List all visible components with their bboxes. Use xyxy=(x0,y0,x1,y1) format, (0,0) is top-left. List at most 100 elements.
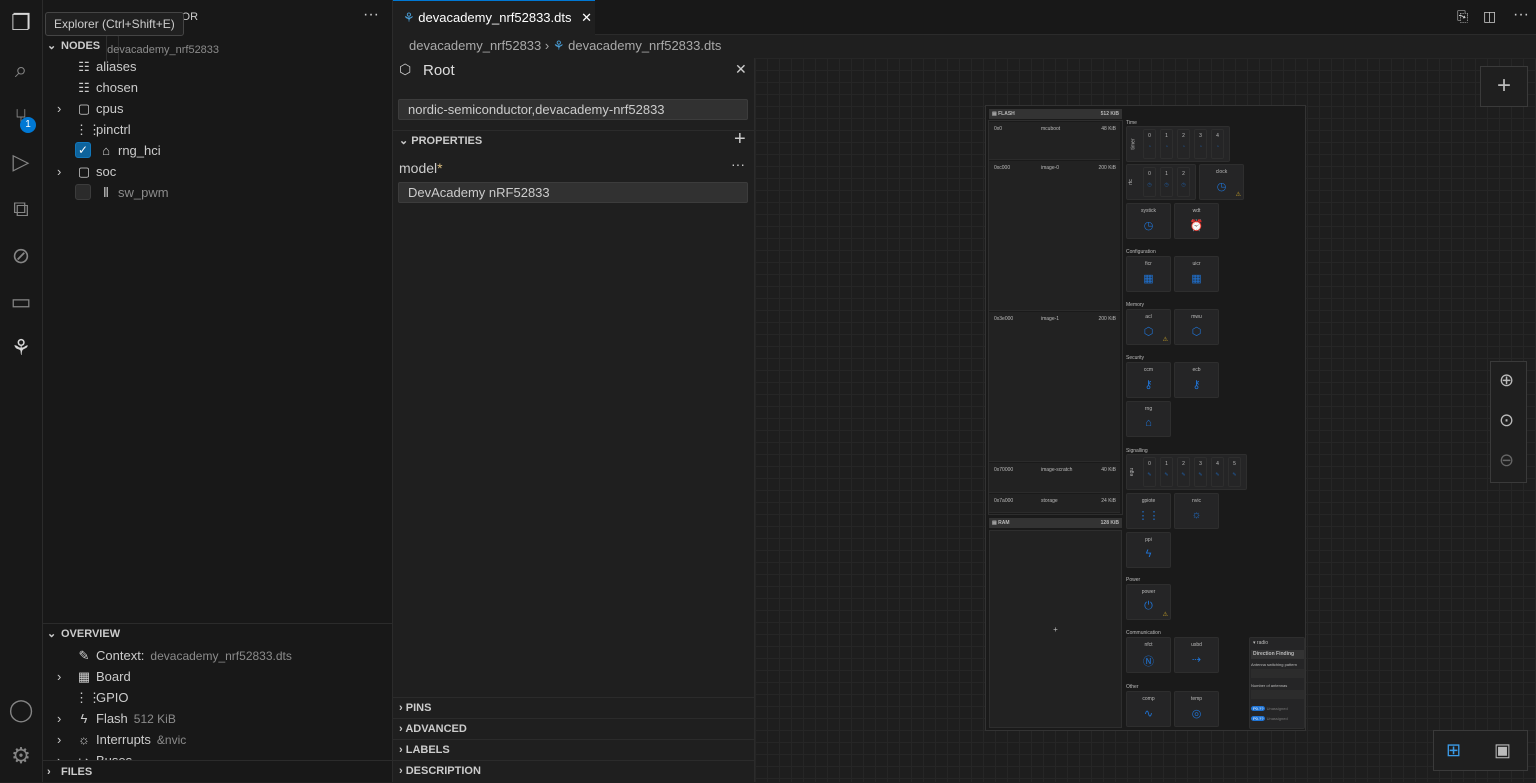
peripheral-card-nvic[interactable]: nvic ☼ xyxy=(1174,493,1219,529)
chevron-right-icon[interactable]: › xyxy=(57,164,62,179)
tree-item-soc[interactable]: › ▢ soc xyxy=(43,161,392,182)
peripheral-card-power[interactable]: power ⏻ ⚠ xyxy=(1126,584,1171,620)
peripheral-card-gpiote[interactable]: gpiote ⋮⋮ xyxy=(1126,493,1171,529)
tree-item-chosen[interactable]: ☷ chosen xyxy=(43,77,392,98)
checkbox[interactable]: ✓ xyxy=(75,142,91,158)
egu-instance-4[interactable]: 4 ✎ xyxy=(1211,457,1224,487)
chevron-right-icon[interactable]: › xyxy=(57,711,62,726)
timer-instance-2[interactable]: 2 ◔ xyxy=(1177,129,1190,159)
flash-partition-storage[interactable]: 0x7a000 storage 24 KiB xyxy=(989,494,1120,513)
peripheral-card-uicr[interactable]: uicr ▦ xyxy=(1174,256,1219,292)
more-actions-icon[interactable]: ··· xyxy=(363,6,379,23)
compatible-field[interactable]: nordic-semiconductor,devacademy-nrf52833 xyxy=(398,99,748,120)
peripheral-card-systick[interactable]: systick ◷ xyxy=(1126,203,1171,239)
chevron-right-icon[interactable]: › xyxy=(57,669,62,684)
files-section-header[interactable]: › FILES xyxy=(43,760,392,782)
peripheral-card-acl[interactable]: acl ⬡ ⚠ xyxy=(1126,309,1171,345)
egu-instance-1[interactable]: 1 ✎ xyxy=(1160,457,1173,487)
property-more-icon[interactable]: ··· xyxy=(731,156,745,172)
close-tab-icon[interactable]: ✕ xyxy=(581,10,593,25)
tree-item-cpus[interactable]: › ▢ cpus xyxy=(43,98,392,119)
tab-devacademy-dts[interactable]: ⚘ devacademy_nrf52833.dts ✕ xyxy=(393,0,595,35)
timer-instance-4[interactable]: 4 ◔ xyxy=(1211,129,1224,159)
tree-item-aliases[interactable]: ☷ aliases xyxy=(43,56,392,77)
timer-instance-3[interactable]: 3 ◔ xyxy=(1194,129,1207,159)
extensions-icon[interactable]: ⧉ xyxy=(13,196,29,221)
ram-add-partition-button[interactable]: + xyxy=(989,530,1122,728)
peripheral-card-ppi[interactable]: ppi ϟ xyxy=(1126,532,1171,568)
overview-section-header[interactable]: ⌄ OVERVIEW xyxy=(47,628,121,640)
more-actions-icon[interactable]: ··· xyxy=(1513,6,1529,23)
peripheral-card-comp[interactable]: comp ∿ xyxy=(1126,691,1171,727)
model-field[interactable]: DevAcademy nRF52833 xyxy=(398,182,748,203)
overview-item-buses[interactable]: › ↦Buses xyxy=(43,750,392,760)
section-pins[interactable]: › PINS xyxy=(393,697,755,718)
peripheral-card-clock[interactable]: clock ◷ ⚠ xyxy=(1199,164,1244,200)
settings-gear-icon[interactable]: ⚙ xyxy=(11,743,31,768)
radio-panel[interactable]: ▾ radio Direction Finding Antenna switchin… xyxy=(1249,637,1305,729)
nodes-section-header[interactable]: ⌄ NODES devacademy_nrf52833 xyxy=(43,35,392,65)
overview-item-interrupts[interactable]: › ☼ Interrupts &nvic xyxy=(43,729,392,750)
section-description[interactable]: › DESCRIPTION xyxy=(393,760,755,781)
search-icon[interactable]: ⌕ xyxy=(14,57,28,82)
rtc-instance-2[interactable]: 2 ◷ xyxy=(1177,167,1190,197)
rtc-instance-0[interactable]: 0 ◷ xyxy=(1143,167,1156,197)
radio-pin-row[interactable]: P0.?? Unassigned xyxy=(1251,716,1288,721)
add-node-button[interactable]: + xyxy=(1480,66,1528,107)
antenna-count-input[interactable] xyxy=(1251,690,1304,699)
zoom-out-icon[interactable]: ⊖ xyxy=(1499,450,1515,470)
peripheral-card-temp[interactable]: temp ◎ xyxy=(1174,691,1219,727)
peripheral-card-ecb[interactable]: ecb ⚷ xyxy=(1174,362,1219,398)
devicetree-icon[interactable]: ⚘ xyxy=(11,335,31,360)
egu-instance-2[interactable]: 2 ✎ xyxy=(1177,457,1190,487)
chip-view-icon[interactable]: ▣ xyxy=(1494,740,1512,760)
section-labels[interactable]: › LABELS xyxy=(393,739,755,760)
egu-instance-3[interactable]: 3 ✎ xyxy=(1194,457,1207,487)
close-panel-icon[interactable]: ✕ xyxy=(735,61,747,77)
peripheral-card-rng[interactable]: rng ⌂ xyxy=(1126,401,1171,437)
flash-partition-image-scratch[interactable]: 0x70000 image-scratch 40 KiB xyxy=(989,463,1120,493)
explorer-icon[interactable]: ❐ xyxy=(11,10,31,35)
timer-instance-0[interactable]: 0 ◔ xyxy=(1143,129,1156,159)
zoom-in-icon[interactable]: ⊕ xyxy=(1499,370,1515,390)
peripheral-card-usbd[interactable]: usbd ⇢ xyxy=(1174,637,1219,673)
section-advanced[interactable]: › ADVANCED xyxy=(393,718,755,739)
tree-item-sw_pwm[interactable]: ⫴ sw_pwm xyxy=(43,182,392,203)
remote-explorer-icon[interactable]: ▭ xyxy=(10,289,32,314)
overview-item-context[interactable]: ✎ Context: devacademy_nrf52833.dts xyxy=(43,645,392,666)
egu-instance-5[interactable]: 5 ✎ xyxy=(1228,457,1241,487)
split-editor-icon[interactable]: ◫ xyxy=(1483,8,1497,24)
overview-item-gpio[interactable]: ⋮⋮ GPIO xyxy=(43,687,392,708)
overview-item-flash[interactable]: › ϟ Flash 512 KiB xyxy=(43,708,392,729)
egu-instance-0[interactable]: 0 ✎ xyxy=(1143,457,1156,487)
add-property-icon[interactable]: + xyxy=(734,128,746,150)
tree-item-pinctrl[interactable]: ⋮⋮ pinctrl xyxy=(43,119,392,140)
open-source-icon[interactable]: ⎘ xyxy=(1457,8,1469,24)
properties-header[interactable]: ⌄ PROPERTIES xyxy=(399,135,483,147)
chevron-right-icon[interactable]: › xyxy=(57,750,61,760)
tree-item-rng_hci[interactable]: ✓ ⌂ rng_hci xyxy=(43,140,392,161)
breadcrumb-file[interactable]: devacademy_nrf52833.dts xyxy=(568,38,722,53)
account-icon[interactable]: ◯ xyxy=(8,697,34,722)
antenna-pattern-input[interactable] xyxy=(1251,669,1304,678)
layout-view-icon[interactable]: ⊞ xyxy=(1446,740,1462,760)
radio-pin-row[interactable]: P0.?? Unassigned xyxy=(1251,706,1288,711)
peripheral-card-mwu[interactable]: mwu ⬡ xyxy=(1174,309,1219,345)
flash-partition-mcuboot[interactable]: 0x0 mcuboot 48 KiB xyxy=(989,122,1120,160)
flash-partition-image-1[interactable]: 0x3e000 image-1 200 KiB xyxy=(989,312,1120,462)
overview-item-board[interactable]: › ▦ Board xyxy=(43,666,392,687)
peripheral-card-nfct[interactable]: nfct Ⓝ xyxy=(1126,637,1171,673)
chevron-right-icon[interactable]: › xyxy=(57,732,62,747)
run-debug-icon[interactable]: ▷ xyxy=(12,149,30,174)
checkbox[interactable] xyxy=(75,184,91,200)
flash-partition-image-0[interactable]: 0xc000 image-0 200 KiB xyxy=(989,161,1120,311)
nrf-connect-icon[interactable]: ⊘ xyxy=(11,243,31,268)
zoom-reset-icon[interactable]: ⊙ xyxy=(1499,410,1515,430)
peripheral-card-wdt[interactable]: wdt ⏰ xyxy=(1174,203,1219,239)
chevron-right-icon[interactable]: › xyxy=(57,101,62,116)
peripheral-card-ccm[interactable]: ccm ⚷ xyxy=(1126,362,1171,398)
rtc-instance-1[interactable]: 1 ◷ xyxy=(1160,167,1173,197)
timer-instance-1[interactable]: 1 ◔ xyxy=(1160,129,1173,159)
peripheral-card-ficr[interactable]: ficr ▦ xyxy=(1126,256,1171,292)
breadcrumb-folder[interactable]: devacademy_nrf52833 xyxy=(409,38,542,53)
